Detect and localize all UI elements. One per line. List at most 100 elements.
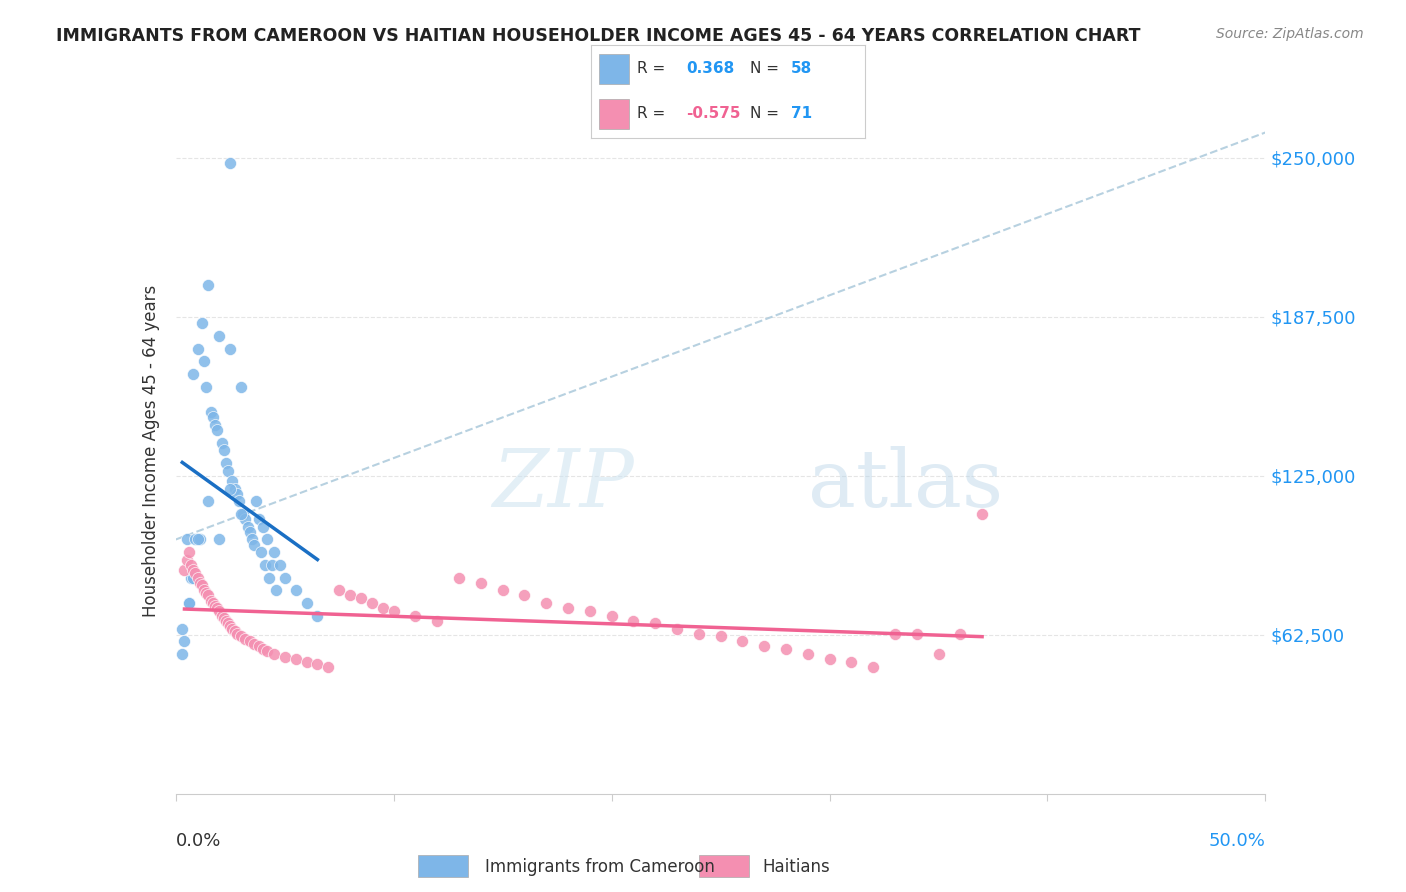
FancyBboxPatch shape: [418, 855, 468, 877]
Point: [181, 563, 204, 577]
Point: [208, 533, 231, 547]
Point: [928, 647, 950, 661]
Point: [318, 659, 340, 673]
Point: [205, 601, 228, 615]
Point: [513, 589, 536, 603]
Point: [688, 626, 710, 640]
Point: [211, 608, 233, 623]
Point: [176, 553, 198, 567]
Point: [328, 583, 350, 598]
Point: [243, 637, 266, 651]
Text: ZIP: ZIP: [492, 446, 633, 524]
Point: [243, 538, 266, 552]
Point: [205, 423, 228, 437]
Point: [447, 571, 470, 585]
Point: [557, 601, 579, 615]
Point: [191, 316, 214, 330]
Point: [191, 578, 214, 592]
Point: [212, 443, 235, 458]
Point: [492, 583, 515, 598]
Point: [235, 512, 257, 526]
Text: atlas: atlas: [807, 446, 1002, 524]
Point: [228, 494, 250, 508]
Point: [204, 417, 226, 432]
Point: [186, 533, 209, 547]
Point: [236, 520, 259, 534]
Point: [235, 632, 257, 646]
Point: [862, 659, 884, 673]
Text: 0.0%: 0.0%: [176, 831, 221, 850]
Point: [600, 608, 623, 623]
Point: [534, 596, 557, 610]
Point: [231, 380, 253, 394]
Point: [200, 405, 222, 419]
Point: [239, 634, 262, 648]
Point: [201, 410, 224, 425]
Point: [666, 622, 689, 636]
Point: [274, 571, 297, 585]
Point: [284, 652, 307, 666]
Point: [217, 616, 239, 631]
Point: [193, 354, 215, 368]
Point: [295, 655, 318, 669]
Point: [360, 596, 382, 610]
Point: [211, 435, 233, 450]
Point: [224, 624, 246, 638]
Point: [225, 486, 247, 500]
Point: [796, 647, 818, 661]
Point: [274, 649, 297, 664]
Point: [231, 507, 253, 521]
Point: [188, 575, 211, 590]
Point: [264, 583, 287, 598]
Text: N =: N =: [749, 62, 783, 77]
Point: [200, 593, 222, 607]
Point: [180, 558, 202, 572]
Point: [204, 599, 226, 613]
Point: [181, 571, 204, 585]
Point: [195, 380, 218, 394]
Point: [219, 482, 242, 496]
Point: [260, 558, 283, 572]
Point: [208, 604, 231, 618]
Point: [256, 644, 278, 658]
Point: [775, 641, 797, 656]
Point: [239, 524, 262, 539]
Point: [225, 626, 247, 640]
Point: [269, 558, 291, 572]
Point: [208, 329, 231, 343]
Text: 0.368: 0.368: [686, 62, 735, 77]
Point: [197, 494, 219, 508]
Point: [731, 634, 754, 648]
Point: [221, 622, 243, 636]
Point: [949, 626, 972, 640]
Point: [172, 622, 194, 636]
Point: [818, 652, 841, 666]
Point: [382, 604, 405, 618]
Point: [197, 589, 219, 603]
Point: [371, 601, 394, 615]
Point: [172, 647, 194, 661]
Point: [247, 640, 270, 654]
Point: [215, 456, 238, 470]
Text: IMMIGRANTS FROM CAMEROON VS HAITIAN HOUSEHOLDER INCOME AGES 45 - 64 YEARS CORREL: IMMIGRANTS FROM CAMEROON VS HAITIAN HOUS…: [56, 27, 1140, 45]
Point: [405, 608, 427, 623]
Text: Source: ZipAtlas.com: Source: ZipAtlas.com: [1216, 27, 1364, 41]
Point: [970, 507, 993, 521]
Point: [173, 634, 195, 648]
Point: [426, 614, 449, 628]
Point: [245, 494, 267, 508]
Point: [186, 571, 209, 585]
Point: [644, 616, 666, 631]
Point: [184, 566, 207, 580]
Point: [231, 629, 253, 643]
Point: [259, 571, 281, 585]
Point: [201, 596, 224, 610]
Text: R =: R =: [637, 106, 671, 121]
Point: [186, 342, 209, 356]
Point: [173, 563, 195, 577]
Point: [221, 474, 243, 488]
Text: -0.575: -0.575: [686, 106, 741, 121]
Point: [339, 589, 361, 603]
Point: [219, 342, 242, 356]
Point: [188, 533, 211, 547]
